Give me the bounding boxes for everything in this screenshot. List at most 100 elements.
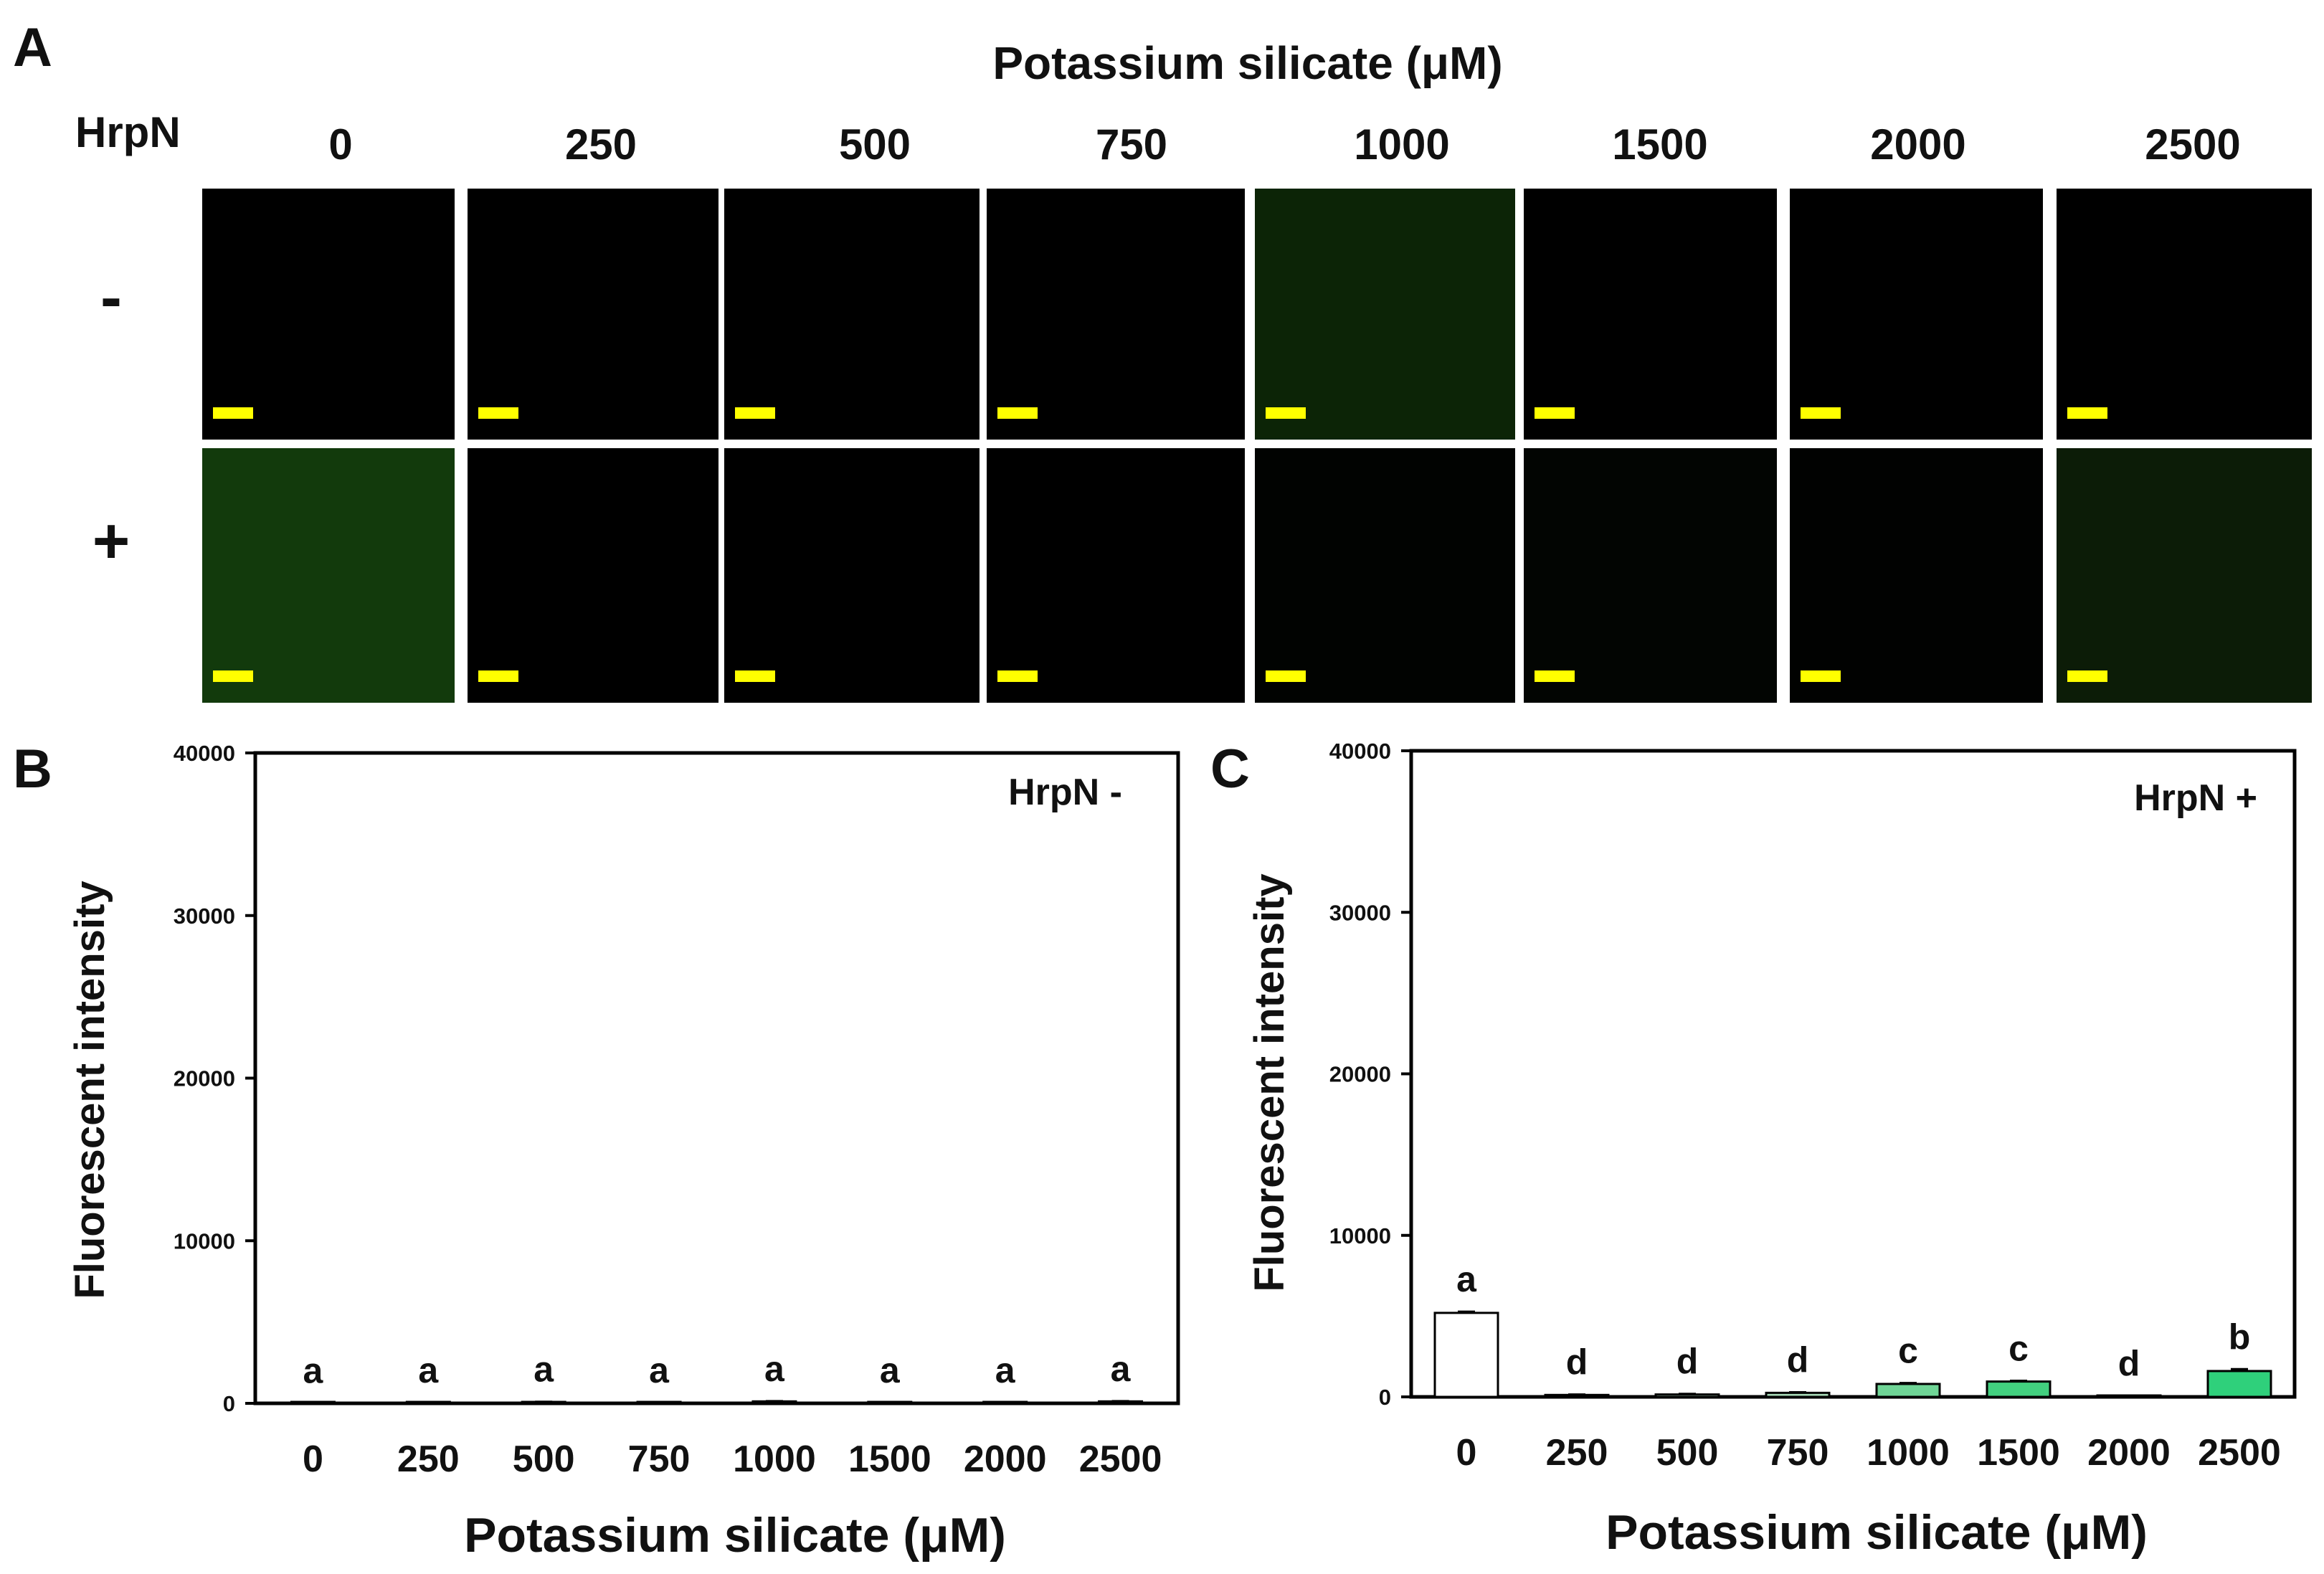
chart-c-legend: HrpN + [2134,777,2257,819]
micrograph-image [202,448,455,703]
column-header-0: 0 [328,120,352,169]
micrograph-image [724,448,980,703]
x-tick-label: 1000 [733,1438,816,1480]
micrograph-cell [1790,189,2043,440]
micrograph-image [202,189,455,440]
micrograph-image [1255,448,1515,703]
significance-label: a [995,1350,1016,1390]
x-tick-label: 250 [1546,1432,1608,1474]
significance-label: a [1456,1259,1477,1299]
plot-frame [1409,749,2297,1399]
column-header-1500: 1500 [1612,120,1707,169]
micrograph-cell [1524,189,1777,440]
panel-a: A Potassium silicate (μM) HrpN 0 250 500 75… [13,17,2312,703]
micrograph-image [468,448,718,703]
bar-2500 [2206,1370,2272,1398]
micrograph-cell [2057,189,2312,440]
y-tick-label: 30000 [1329,900,1391,925]
x-tick-label: 1000 [1867,1432,1950,1474]
micrograph-cell [202,448,455,703]
x-tick-label: 0 [1456,1432,1477,1474]
x-tick-label: 2500 [2198,1432,2281,1474]
x-tick-label: 500 [1656,1432,1719,1474]
scale-bar [213,407,253,419]
micrograph-cell [2057,448,2312,703]
micrograph-cell [987,189,1245,440]
chart-b: B HrpN - Potassium silicate (μM) Fluores… [13,739,1180,1563]
x-tick-label: 750 [1767,1432,1829,1474]
micrograph-cell [724,448,980,703]
scale-bar [213,670,253,682]
scale-bar [1801,407,1841,419]
scale-bar [735,407,775,419]
column-headers: 0 250 500 750 1000 1500 2000 2500 [328,120,2240,169]
scale-bar [1535,407,1575,419]
row-label-plus: + [93,506,131,577]
column-header-2500: 2500 [2145,120,2240,169]
chart-c-y-label: Fluorescent intensity [1246,873,1293,1291]
chart-b-legend: HrpN - [1008,772,1122,813]
column-header-500: 500 [839,120,911,169]
micrograph-image [724,189,980,440]
significance-label: a [764,1349,785,1389]
micrograph-image [1790,189,2043,440]
x-tick-label: 750 [628,1438,691,1480]
y-tick-label: 20000 [174,1066,235,1091]
micrograph-image [1524,448,1777,703]
significance-label: b [2229,1317,2251,1357]
scale-bar [1535,670,1575,682]
row-label-minus: - [100,262,122,333]
bar-750 [1765,1391,1831,1398]
scale-bar [1801,670,1841,682]
micrograph-cell [1255,189,1515,440]
micrograph-cell [202,189,455,440]
scale-bar [997,407,1038,419]
micrograph-image [2057,448,2312,703]
micrograph-image [1255,189,1515,440]
panel-b-letter: B [13,739,52,800]
x-tick-label: 1500 [1977,1432,2060,1474]
panel-a-title: Potassium silicate (μM) [992,37,1502,89]
x-tick-label: 1500 [848,1438,931,1480]
micrograph-image [1524,189,1777,440]
significance-label: d [1676,1342,1699,1382]
micrograph-cell [724,189,980,440]
significance-label: c [2008,1328,2029,1368]
micrograph-image [468,189,718,440]
chart-b-x-label: Potassium silicate (μM) [464,1508,1006,1563]
scale-bar [1266,670,1306,682]
column-header-250: 250 [565,120,637,169]
significance-label: a [649,1350,670,1390]
scale-bar [2067,670,2107,682]
y-tick-label: 30000 [174,904,235,929]
micrograph-cell [468,189,718,440]
x-tick-label: 250 [397,1438,460,1480]
significance-label: a [1111,1349,1132,1389]
y-tick-label: 20000 [1329,1062,1391,1087]
x-tick-label: 500 [513,1438,575,1480]
significance-label: a [303,1350,324,1390]
x-tick-label: 2000 [2087,1432,2171,1474]
panel-c-letter: C [1210,739,1250,800]
chart-c: C HrpN + Potassium silicate (μM) Fluores… [1210,739,2297,1560]
micrograph-image [1790,448,2043,703]
scale-bar [1266,407,1306,419]
chart-b-y-label: Fluorescent intensity [67,881,113,1299]
micrograph-image [987,189,1245,440]
bar-0 [1433,1312,1499,1398]
chart-c-x-label: Potassium silicate (μM) [1606,1505,2148,1560]
panel-a-letter: A [13,17,52,78]
bar-1000 [1875,1383,1941,1398]
column-header-750: 750 [1096,120,1167,169]
column-header-2000: 2000 [1870,120,1965,169]
micrograph-image [987,448,1245,703]
significance-label: d [2118,1343,2140,1383]
significance-label: a [880,1350,901,1390]
scale-bar [478,407,518,419]
micrograph-cell [1255,448,1515,703]
significance-label: c [1898,1331,1918,1371]
x-tick-label: 2500 [1079,1438,1162,1480]
micrograph-image [2057,189,2312,440]
micrograph-cell [468,448,718,703]
